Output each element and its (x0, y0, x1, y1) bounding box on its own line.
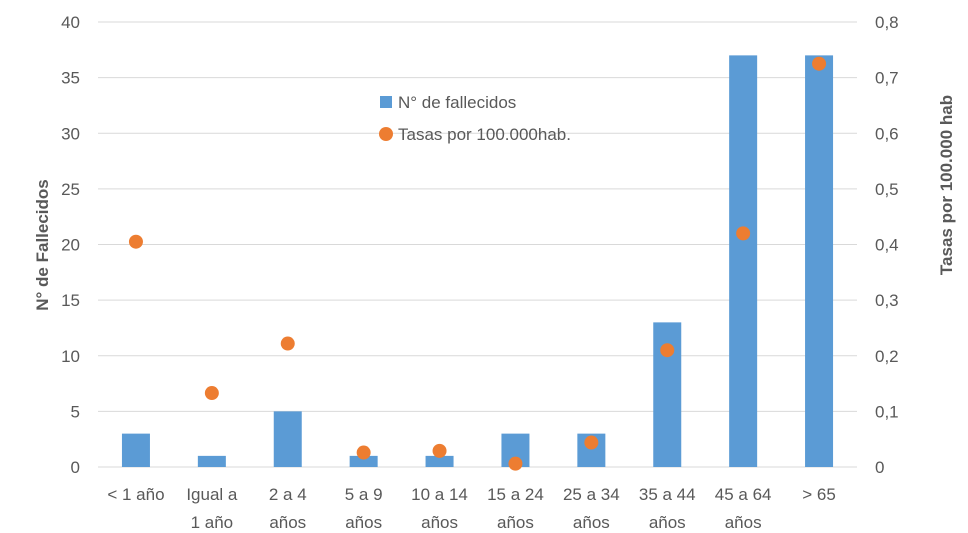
y-tick-right: 0 (875, 458, 884, 477)
legend-point-label: Tasas por 100.000hab. (398, 125, 571, 144)
bar (805, 55, 834, 467)
y-tick-right: 0,6 (875, 124, 899, 143)
bar-series (121, 55, 834, 467)
left-axis-ticks: 0 5 10 15 20 25 30 35 40 (61, 13, 80, 477)
bar (273, 411, 302, 467)
y-tick-right: 0,7 (875, 69, 899, 88)
legend-point-swatch (379, 127, 393, 141)
y-axis-title-right: Tasas por 100.000 hab (937, 95, 956, 275)
legend: N° de fallecidos Tasas por 100.000hab. (379, 93, 571, 144)
bar (425, 455, 454, 467)
right-axis-ticks: 0 0,1 0,2 0,3 0,4 0,5 0,6 0,7 0,8 (875, 13, 899, 477)
y-tick-left: 10 (61, 347, 80, 366)
bar (121, 433, 150, 467)
x-tick-label: 45 a 64 años (715, 485, 772, 532)
scatter-point (508, 456, 523, 471)
bar (349, 455, 378, 467)
x-tick-label: 15 a 24 años (487, 485, 544, 532)
bar (197, 455, 226, 467)
y-tick-left: 15 (61, 291, 80, 310)
y-axis-title-left: N° de Fallecidos (33, 179, 52, 311)
legend-bar-swatch (380, 96, 392, 108)
scatter-point (280, 336, 295, 351)
legend-bar-label: N° de fallecidos (398, 93, 516, 112)
y-tick-left: 5 (71, 402, 80, 421)
y-tick-right: 0,4 (875, 236, 899, 255)
y-tick-right: 0,3 (875, 291, 899, 310)
bar (729, 55, 758, 467)
scatter-series (128, 56, 827, 471)
scatter-point (204, 386, 219, 401)
x-tick-label: < 1 año (107, 485, 164, 504)
scatter-point (128, 234, 143, 249)
gridlines (98, 21, 857, 468)
scatter-point (660, 343, 675, 358)
y-tick-left: 40 (61, 13, 80, 32)
y-tick-left: 20 (61, 236, 80, 255)
y-tick-right: 0,8 (875, 13, 899, 32)
x-tick-label: 10 a 14 años (411, 485, 468, 532)
y-tick-right: 0,1 (875, 402, 899, 421)
x-tick-label: 2 a 4 años (269, 485, 307, 532)
x-tick-label: 25 a 34 años (563, 485, 620, 532)
y-tick-right: 0,5 (875, 180, 899, 199)
y-tick-left: 35 (61, 69, 80, 88)
y-tick-left: 25 (61, 180, 80, 199)
y-tick-left: 30 (61, 124, 80, 143)
y-tick-right: 0,2 (875, 347, 899, 366)
scatter-point (584, 435, 599, 450)
scatter-point (736, 226, 751, 241)
scatter-point (432, 443, 447, 458)
x-tick-label: 35 a 44 años (639, 485, 696, 532)
x-tick-label: 5 a 9 años (345, 485, 383, 532)
x-tick-label: > 65 (802, 485, 836, 504)
scatter-point (356, 445, 371, 460)
y-tick-left: 0 (71, 458, 80, 477)
scatter-point (812, 56, 827, 71)
